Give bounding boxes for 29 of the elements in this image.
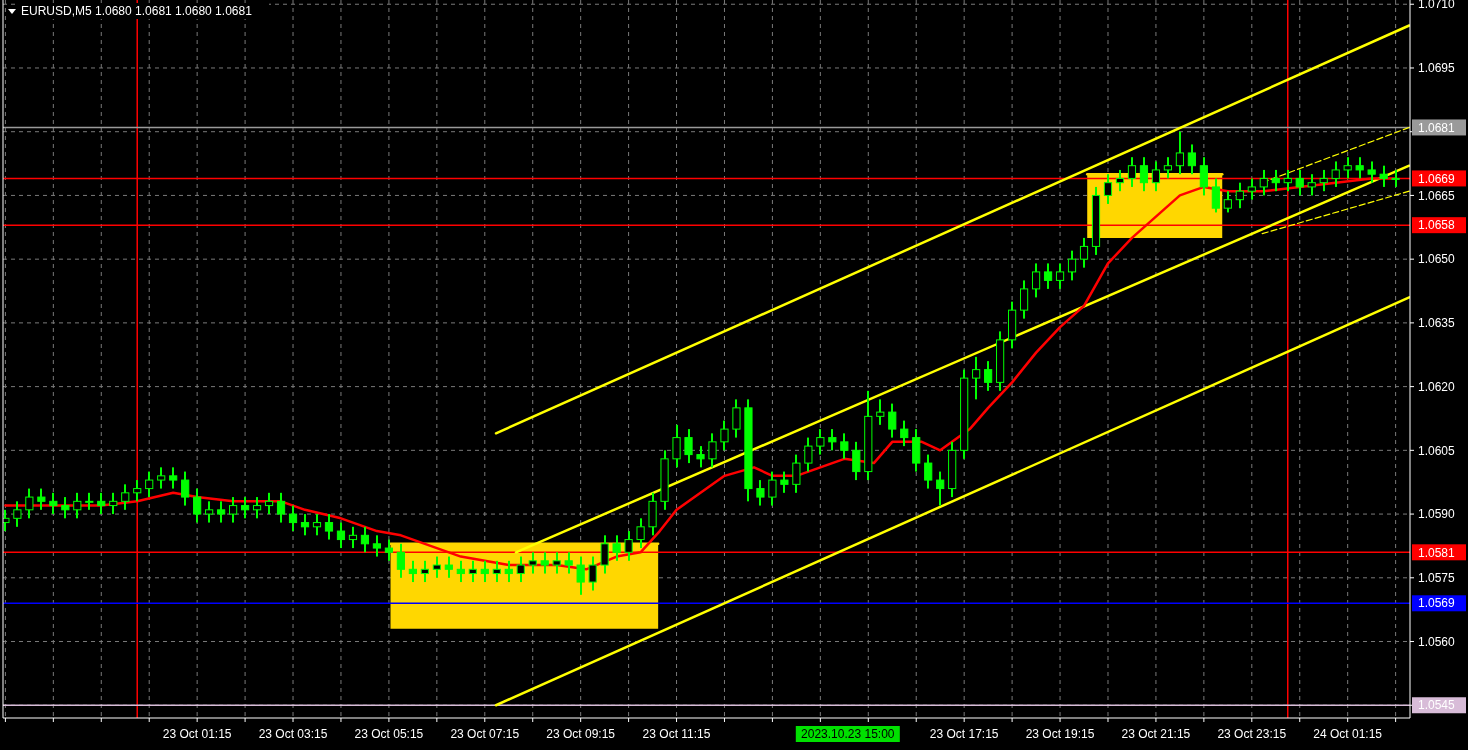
- x-tick-label: 23 Oct 11:15: [642, 727, 711, 741]
- x-tick-label: 23 Oct 03:15: [258, 727, 328, 741]
- ref-line-label: 1.0569: [1418, 596, 1456, 611]
- ref-line-label: 1.0545: [1418, 698, 1456, 713]
- y-tick-label: 1.0635: [1418, 316, 1456, 331]
- y-tick-label: 1.0710: [1418, 0, 1456, 12]
- y-tick-label: 1.0575: [1418, 571, 1456, 585]
- x-tick-label: 23 Oct 09:15: [546, 727, 616, 741]
- y-tick-label: 1.0650: [1418, 252, 1456, 267]
- x-tick-label: 23 Oct 05:15: [354, 727, 424, 741]
- x-tick-label: 24 Oct 01:15: [1313, 727, 1383, 741]
- chart-title: EURUSD,M5 1.0680 1.0681 1.0680 1.0681: [21, 4, 253, 18]
- y-tick-label: 1.0620: [1418, 379, 1456, 394]
- x-tick-label: 23 Oct 01:15: [162, 727, 232, 741]
- x-tick-label: 23 Oct 19:15: [1025, 727, 1095, 741]
- ref-line-label: 1.0681: [1418, 120, 1456, 135]
- y-tick-label: 1.0605: [1418, 443, 1456, 458]
- x-tick-label: 23 Oct 07:15: [450, 727, 520, 741]
- y-tick-label: 1.0665: [1418, 188, 1456, 203]
- y-tick-label: 1.0560: [1418, 634, 1456, 649]
- x-tick-label: 23 Oct 21:15: [1121, 727, 1191, 741]
- x-tick-label: 23 Oct 23:15: [1217, 727, 1287, 741]
- y-tick-label: 1.0695: [1418, 61, 1456, 76]
- text: 2023.10.23 15:00: [801, 727, 895, 741]
- ref-line-label: 1.0581: [1418, 545, 1456, 560]
- y-tick-label: 1.0590: [1418, 507, 1456, 522]
- ref-line-label: 1.0669: [1418, 171, 1456, 186]
- x-tick-label: 23 Oct 17:15: [929, 727, 999, 741]
- ref-line-label: 1.0658: [1418, 218, 1456, 233]
